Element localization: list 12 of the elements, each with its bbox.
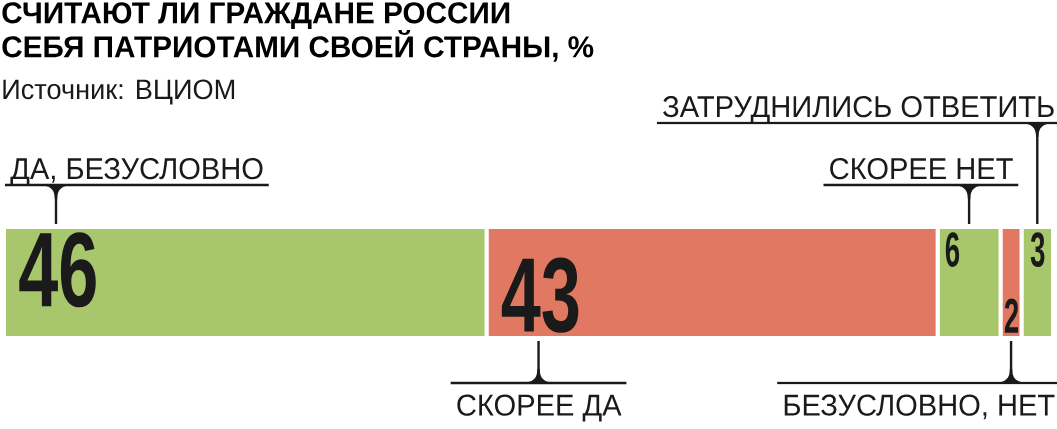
chart-title: СЧИТАЮТ ЛИ ГРАЖДАНЕ РОССИИ СЕБЯ ПАТРИОТАМИ СВОЕЙ СТРАНЫ, % — [2, 2, 594, 62]
text: ЗАТРУДНИЛИСЬ ОТВЕТИТЬ — [663, 96, 1054, 123]
series-label: СКОРЕЕ НЕТ — [830, 158, 1013, 180]
data-label: 46 — [19, 232, 96, 308]
data-label: 43 — [501, 257, 579, 333]
text: Источник: ВЦИОМ — [3, 79, 235, 105]
series-label: СКОРЕЕ ДА — [457, 394, 622, 422]
series-label: ДА, БЕЗУСЛОВНО — [10, 158, 263, 185]
data-label: 2 — [1004, 298, 1019, 333]
data-label: 6 — [945, 232, 960, 267]
text: БЕЗУСЛОВНО, НЕТ — [784, 394, 1055, 420]
data-label: 3 — [1030, 232, 1045, 267]
